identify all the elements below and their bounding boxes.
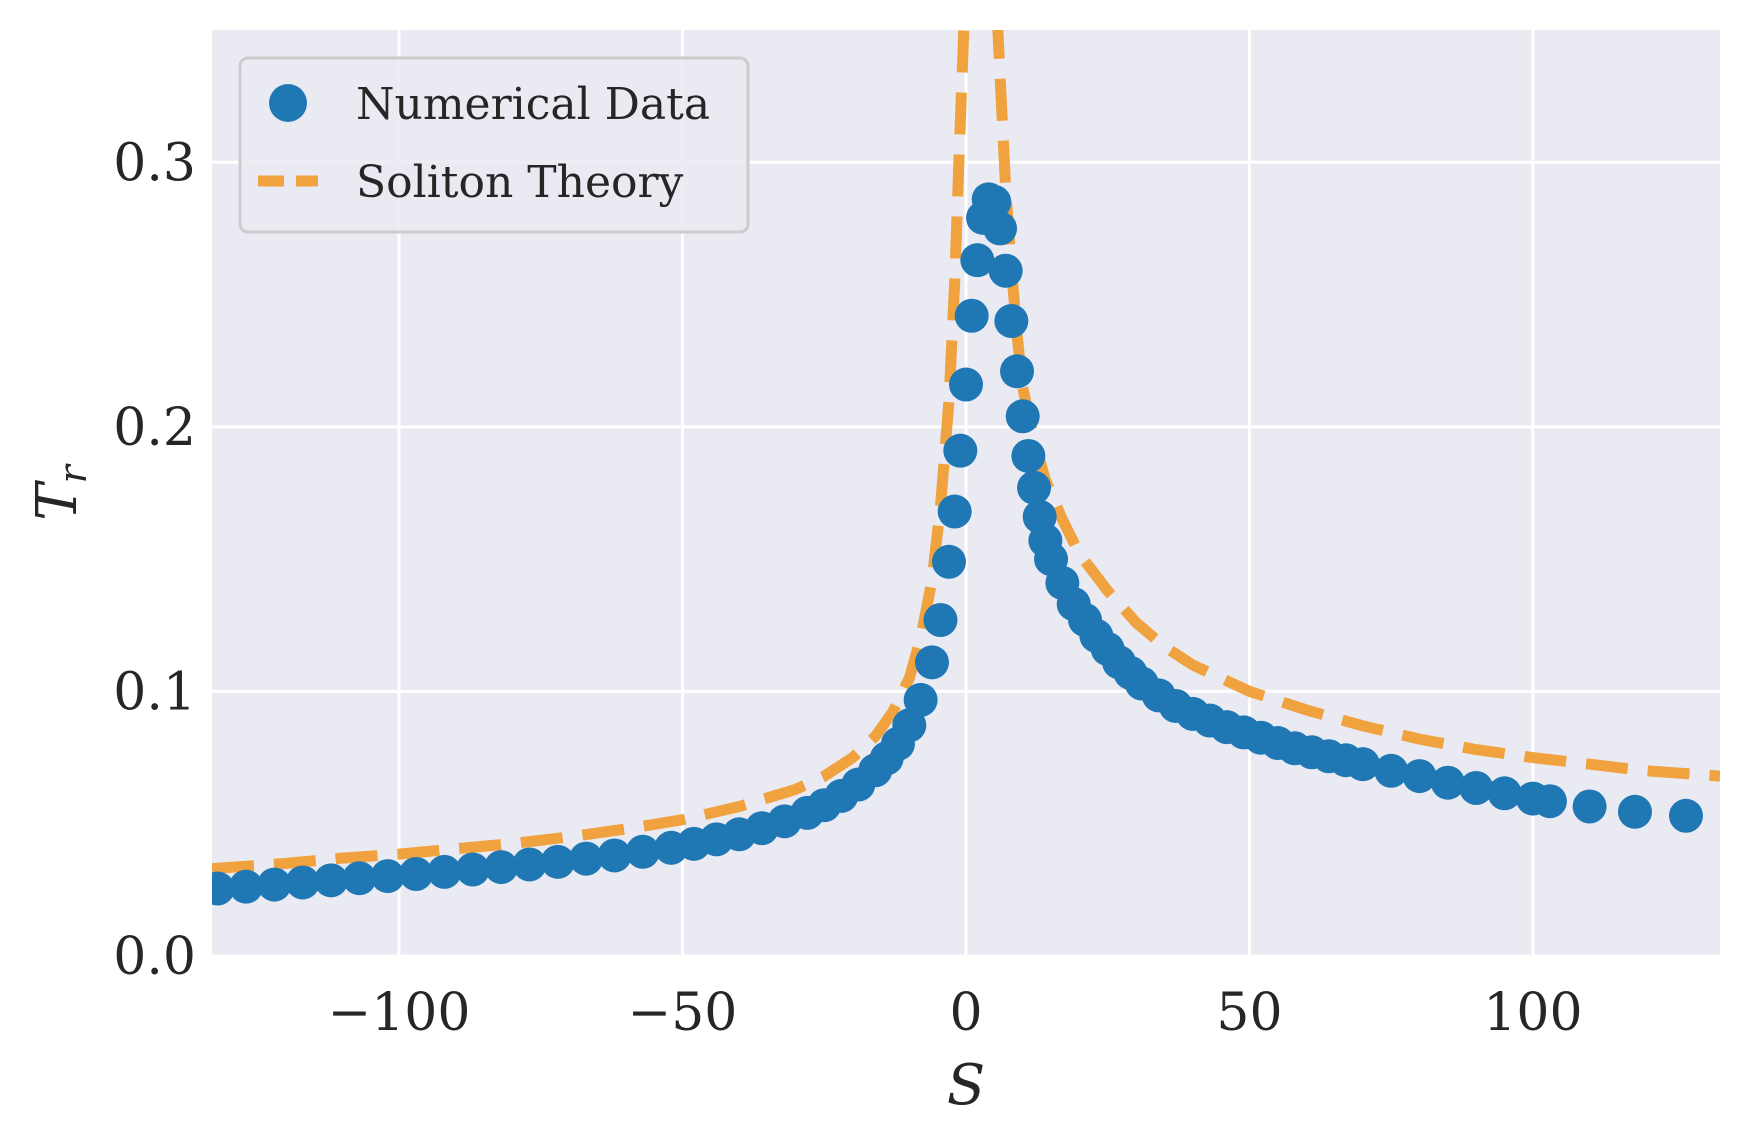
data-point-48 [1017, 470, 1052, 505]
data-point-36 [949, 367, 983, 402]
legend-label-soliton: Soliton Theory [356, 157, 684, 208]
data-point-44 [994, 304, 1029, 339]
legend-label-numerical: Numerical Data [356, 79, 710, 130]
data-point-33 [931, 544, 966, 579]
data-point-46 [1005, 399, 1040, 434]
data-point-14 [597, 838, 632, 873]
data-point-32 [923, 602, 958, 637]
data-point-74 [1402, 759, 1437, 794]
series-line-soliton-theory [212, 30, 1720, 875]
y-axis-label-base: T [25, 480, 90, 521]
data-point-5 [342, 861, 377, 896]
y-tick-label-2: 0.2 [113, 398, 196, 458]
data-point-7 [399, 856, 434, 891]
legend-marker-numerical [269, 84, 307, 122]
data-point-15 [625, 834, 660, 869]
data-point-4 [314, 863, 349, 898]
data-point-29 [892, 708, 927, 743]
data-point-72 [1345, 747, 1380, 782]
x-tick-label-1: −50 [628, 983, 738, 1043]
data-point-41 [977, 184, 1012, 219]
data-point-47 [1011, 438, 1046, 473]
data-point-8 [427, 854, 462, 889]
data-point-73 [1374, 753, 1409, 788]
x-tick-label-0: −100 [328, 983, 471, 1043]
data-point-45 [1000, 354, 1035, 389]
data-point-0 [212, 871, 235, 906]
data-point-43 [988, 253, 1023, 288]
data-point-38 [960, 243, 995, 278]
x-tick-label-2: 0 [949, 983, 982, 1043]
x-tick-label-4: 100 [1483, 983, 1582, 1043]
data-point-76 [1459, 770, 1494, 805]
y-tick-labels: 0.0 0.1 0.2 0.3 [113, 133, 196, 987]
data-point-31 [914, 645, 949, 680]
y-tick-label-0: 0.0 [113, 927, 196, 987]
data-point-81 [1617, 794, 1652, 829]
data-point-37 [954, 298, 989, 333]
data-point-77 [1487, 776, 1522, 811]
y-tick-label-1: 0.1 [113, 662, 196, 722]
data-point-2 [257, 867, 292, 902]
data-point-34 [937, 494, 972, 529]
data-point-13 [569, 841, 604, 876]
data-point-75 [1430, 765, 1465, 800]
legend-frame [238, 56, 750, 234]
data-point-35 [943, 433, 978, 468]
data-point-1 [229, 869, 264, 904]
y-axis-label-sub: r [51, 462, 95, 483]
data-point-82 [1668, 798, 1703, 833]
x-tick-labels: −100 −50 0 50 100 [328, 983, 1583, 1043]
x-axis-label: S [947, 1053, 985, 1118]
data-point-10 [484, 850, 519, 885]
series-layer [212, 30, 1720, 906]
data-point-12 [540, 844, 575, 879]
legend: Numerical Data Soliton Theory [238, 56, 750, 234]
data-point-80 [1572, 789, 1607, 824]
y-axis-label: Tr [25, 462, 95, 520]
data-point-6 [370, 859, 405, 894]
data-point-79 [1532, 784, 1567, 819]
data-point-42 [983, 211, 1018, 246]
data-point-30 [903, 682, 938, 717]
data-point-11 [512, 847, 547, 882]
data-point-3 [285, 865, 320, 900]
data-point-9 [455, 852, 490, 887]
x-tick-label-3: 50 [1216, 983, 1282, 1043]
y-tick-label-3: 0.3 [113, 133, 196, 193]
